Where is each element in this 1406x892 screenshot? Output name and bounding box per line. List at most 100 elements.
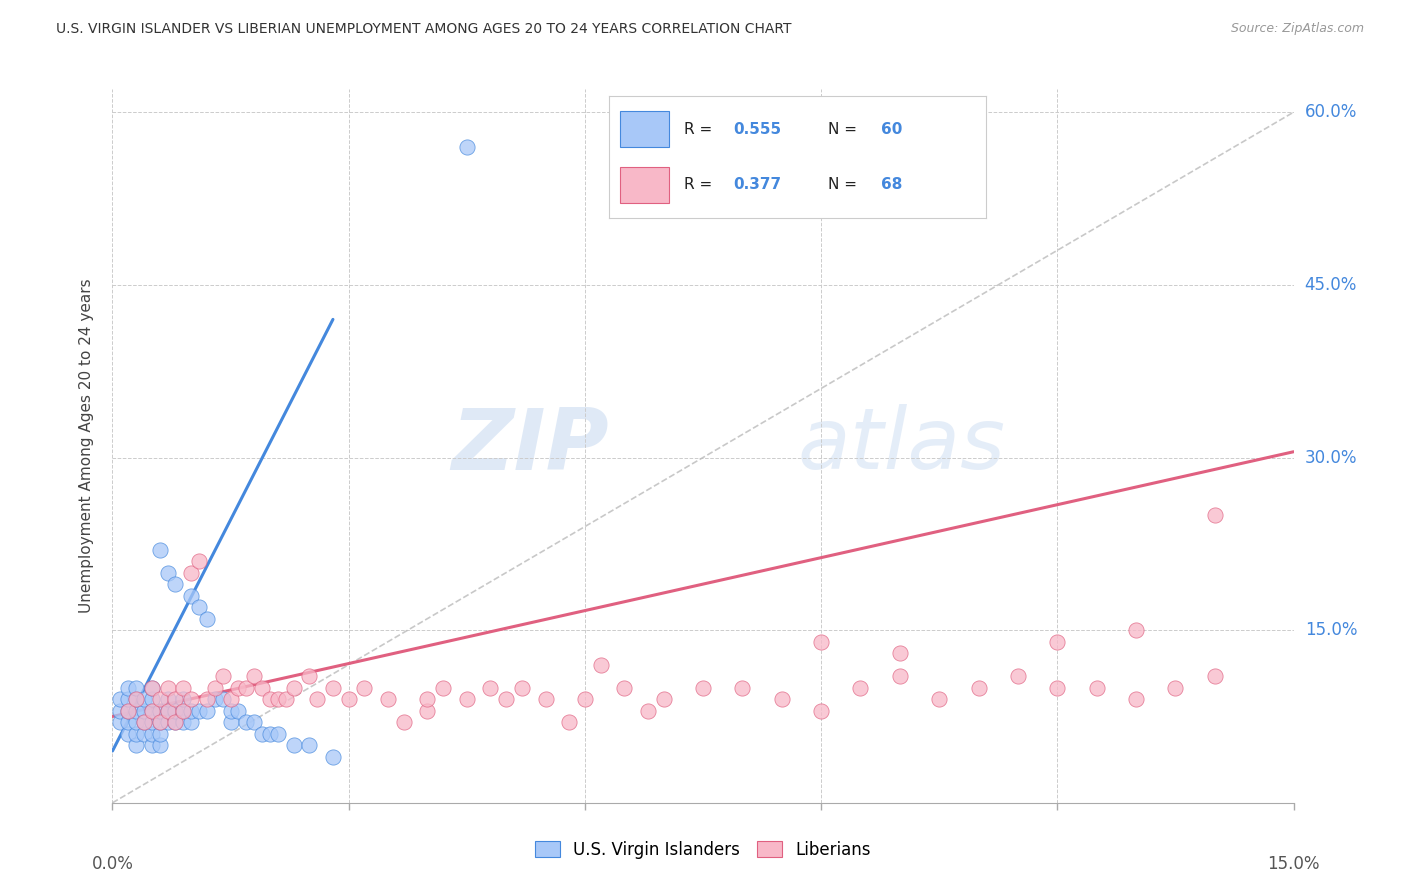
Point	[141, 727, 163, 741]
Point	[770, 692, 793, 706]
Point	[165, 577, 187, 591]
Text: Source: ZipAtlas.com: Source: ZipAtlas.com	[1230, 22, 1364, 36]
Point	[188, 704, 211, 718]
Point	[188, 600, 211, 615]
Point	[337, 692, 360, 706]
Text: atlas: atlas	[797, 404, 1005, 488]
Point	[267, 727, 290, 741]
Point	[298, 669, 321, 683]
Point	[243, 715, 266, 730]
Point	[117, 704, 139, 718]
Point	[125, 727, 148, 741]
Text: 15.0%: 15.0%	[1305, 621, 1357, 640]
Point	[117, 692, 139, 706]
Point	[110, 715, 132, 730]
Point	[928, 692, 950, 706]
Point	[117, 681, 139, 695]
Point	[172, 692, 194, 706]
Legend: U.S. Virgin Islanders, Liberians: U.S. Virgin Islanders, Liberians	[529, 835, 877, 866]
Point	[810, 634, 832, 648]
Y-axis label: Unemployment Among Ages 20 to 24 years: Unemployment Among Ages 20 to 24 years	[79, 278, 94, 614]
Text: U.S. VIRGIN ISLANDER VS LIBERIAN UNEMPLOYMENT AMONG AGES 20 TO 24 YEARS CORRELAT: U.S. VIRGIN ISLANDER VS LIBERIAN UNEMPLO…	[56, 22, 792, 37]
Point	[298, 738, 321, 752]
Point	[149, 727, 172, 741]
Point	[558, 715, 581, 730]
Point	[132, 715, 155, 730]
Point	[125, 738, 148, 752]
Point	[307, 692, 329, 706]
Point	[149, 738, 172, 752]
Point	[165, 715, 187, 730]
Point	[228, 704, 250, 718]
Point	[180, 715, 202, 730]
Point	[156, 704, 179, 718]
Point	[456, 140, 478, 154]
Point	[180, 692, 202, 706]
Point	[132, 727, 155, 741]
Text: 45.0%: 45.0%	[1305, 276, 1357, 293]
Point	[889, 669, 911, 683]
Point	[156, 704, 179, 718]
Point	[125, 681, 148, 695]
Point	[125, 692, 148, 706]
Point	[110, 692, 132, 706]
Point	[510, 681, 533, 695]
Point	[141, 681, 163, 695]
Point	[165, 715, 187, 730]
Point	[235, 681, 257, 695]
Point	[267, 692, 290, 706]
Point	[574, 692, 596, 706]
Point	[149, 715, 172, 730]
Point	[250, 681, 273, 695]
Point	[652, 692, 675, 706]
Point	[141, 704, 163, 718]
Point	[149, 692, 172, 706]
Point	[165, 704, 187, 718]
Point	[1125, 623, 1147, 637]
Point	[141, 715, 163, 730]
Point	[322, 749, 344, 764]
Point	[1007, 669, 1029, 683]
Point	[180, 704, 202, 718]
Point	[141, 738, 163, 752]
Text: 15.0%: 15.0%	[1267, 855, 1320, 872]
Point	[156, 692, 179, 706]
Point	[810, 704, 832, 718]
Point	[589, 657, 612, 672]
Point	[204, 681, 226, 695]
Point	[110, 704, 132, 718]
Point	[172, 715, 194, 730]
Point	[219, 704, 242, 718]
Point	[172, 681, 194, 695]
Point	[149, 704, 172, 718]
Point	[125, 704, 148, 718]
Point	[125, 715, 148, 730]
Point	[180, 589, 202, 603]
Point	[259, 727, 281, 741]
Point	[416, 704, 439, 718]
Point	[117, 704, 139, 718]
Point	[534, 692, 557, 706]
Point	[156, 566, 179, 580]
Point	[132, 704, 155, 718]
Point	[432, 681, 454, 695]
Point	[243, 669, 266, 683]
Point	[141, 681, 163, 695]
Point	[219, 715, 242, 730]
Point	[195, 692, 218, 706]
Point	[141, 692, 163, 706]
Point	[456, 692, 478, 706]
Point	[228, 681, 250, 695]
Point	[283, 681, 305, 695]
Point	[479, 681, 502, 695]
Point	[1164, 681, 1187, 695]
Point	[219, 692, 242, 706]
Point	[731, 681, 754, 695]
Point	[322, 681, 344, 695]
Point	[149, 715, 172, 730]
Point	[180, 566, 202, 580]
Point	[1204, 508, 1226, 522]
Point	[283, 738, 305, 752]
Point	[211, 692, 233, 706]
Point	[117, 727, 139, 741]
